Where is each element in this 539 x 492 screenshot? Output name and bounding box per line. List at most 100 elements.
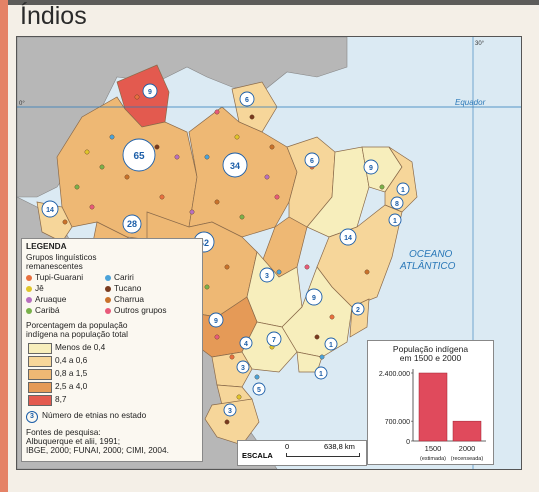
ethnic-count-number: 5 bbox=[257, 387, 261, 394]
class-label-2: 0,4 a 0,6 bbox=[55, 355, 88, 365]
ocean-label-line1: OCEANO bbox=[409, 249, 453, 260]
group-cariri: Cariri bbox=[105, 272, 134, 283]
group-label: Tucano bbox=[114, 283, 142, 293]
ethnic-count-circle: 28 bbox=[122, 214, 142, 234]
ethnic-count-number: 6 bbox=[310, 158, 314, 165]
settlement-dot bbox=[229, 354, 235, 360]
cariri-dot bbox=[105, 274, 111, 281]
circle-symbol: 3 bbox=[26, 411, 38, 423]
ethnic-count-number: 3 bbox=[228, 408, 232, 415]
page-edge-decoration bbox=[0, 0, 8, 492]
group-aruaque: Aruaque bbox=[26, 294, 66, 305]
scale-end: 638,8 km bbox=[324, 442, 355, 451]
ethnic-count-number: 4 bbox=[244, 341, 248, 348]
settlement-dot bbox=[274, 194, 280, 200]
settlement-dot bbox=[174, 154, 180, 160]
settlement-dot bbox=[189, 209, 195, 215]
ethnic-count-number: 65 bbox=[133, 151, 145, 162]
group-label: Jê bbox=[35, 283, 44, 293]
ethnic-count-circle-shape bbox=[324, 337, 338, 351]
ethnic-count-circle-shape bbox=[122, 214, 142, 234]
ethnic-count-number: 14 bbox=[46, 207, 54, 214]
ethnic-count-number: 1 bbox=[393, 218, 397, 225]
ethnic-count-circle-shape bbox=[223, 403, 237, 417]
ethnic-count-circle: 7 bbox=[266, 331, 282, 347]
ethnic-count-circle: 5 bbox=[252, 382, 266, 396]
bar-2000 bbox=[452, 420, 482, 442]
charrua-dot bbox=[105, 296, 111, 303]
ethnic-count-circle: 3 bbox=[236, 360, 250, 374]
ethnic-count-circle-shape bbox=[388, 213, 402, 227]
ethnic-count-circle: 1 bbox=[314, 366, 328, 380]
group-label: Tupi-Guarani bbox=[35, 272, 84, 282]
settlement-dot bbox=[319, 354, 325, 360]
cariba-dot bbox=[26, 307, 32, 314]
ethnic-count-circle: 34 bbox=[222, 152, 248, 178]
outros-dot bbox=[105, 307, 111, 314]
settlement-dot bbox=[124, 174, 130, 180]
ethnic-count-circle: 4 bbox=[239, 336, 253, 350]
circle-legend-label: Número de etnias no estado bbox=[42, 410, 147, 420]
settlement-dot bbox=[84, 149, 90, 155]
settlement-dot bbox=[239, 214, 245, 220]
settlement-dot bbox=[224, 264, 230, 270]
ethnic-count-number: 6 bbox=[245, 97, 249, 104]
class-swatch-3 bbox=[28, 369, 52, 380]
group-label: Outros grupos bbox=[114, 305, 167, 315]
ethnic-count-circle: 14 bbox=[41, 200, 59, 218]
neighbor-country bbox=[17, 37, 348, 198]
meridian-label: 30° bbox=[475, 41, 485, 47]
ethnic-count-number: 8 bbox=[395, 201, 399, 208]
sources-line1: Fontes de pesquisa: bbox=[26, 427, 101, 437]
ethnic-count-circle: 65 bbox=[122, 138, 156, 172]
y-tick-label: 0 bbox=[406, 439, 410, 446]
settlement-dot bbox=[314, 334, 320, 340]
ethnic-count-number: 3 bbox=[241, 365, 245, 372]
chart-title-line2: em 1500 e 2000 bbox=[399, 353, 462, 363]
class-label-4: 2,5 a 4,0 bbox=[55, 381, 88, 391]
x-tick-note: (estimada) bbox=[420, 456, 446, 462]
page-title: Índios bbox=[20, 2, 87, 30]
settlement-dot bbox=[269, 144, 275, 150]
settlement-dot bbox=[329, 314, 335, 320]
parallel-label: 0° bbox=[19, 101, 25, 107]
settlement-dot bbox=[134, 94, 140, 100]
equator-label: Equador bbox=[455, 98, 486, 107]
pct-title-line2: indígena na população total bbox=[26, 329, 128, 339]
circle-legend: 3 Número de etnias no estado bbox=[26, 410, 147, 423]
settlement-dot bbox=[214, 334, 220, 340]
ethnic-count-circle: 2 bbox=[351, 302, 365, 316]
ethnic-count-circle-shape bbox=[41, 200, 59, 218]
tupi-guarani-dot bbox=[26, 274, 32, 281]
ethnic-count-circle: 8 bbox=[390, 196, 404, 210]
ethnic-count-circle-shape bbox=[222, 152, 248, 178]
ethnic-count-circle-shape bbox=[314, 366, 328, 380]
ethnic-count-circle-shape bbox=[142, 83, 158, 99]
ethnic-count-circle-shape bbox=[259, 267, 275, 283]
sources-line3: IBGE, 2000; FUNAI, 2000; CIMI, 2004. bbox=[26, 445, 169, 455]
settlement-dot bbox=[249, 114, 255, 120]
ethnic-count-number: 2 bbox=[356, 307, 360, 314]
tucano-dot bbox=[105, 285, 111, 292]
ethnic-count-circle-shape bbox=[236, 360, 250, 374]
settlement-dot bbox=[204, 154, 210, 160]
group-label: Cariri bbox=[114, 272, 134, 282]
group-je: Jê bbox=[26, 283, 44, 294]
ethnic-count-number: 1 bbox=[329, 342, 333, 349]
pct-title-line1: Porcentagem da população bbox=[26, 320, 128, 330]
group-cariba: Caribá bbox=[26, 305, 59, 316]
settlement-dot bbox=[364, 269, 370, 275]
settlement-dot bbox=[214, 109, 220, 115]
settlement-dot bbox=[62, 219, 68, 225]
settlement-dot bbox=[74, 184, 80, 190]
x-tick-label: 2000 bbox=[459, 444, 476, 453]
ethnic-count-circle: 9 bbox=[305, 288, 323, 306]
ocean-label-line2: ATLÂNTICO bbox=[399, 259, 456, 272]
ethnic-count-circle: 9 bbox=[208, 312, 224, 328]
chart-plot: 2.400.000 700.000 0 1500 (estimada) 2000 (rece… bbox=[379, 369, 486, 462]
ethnic-count-circle: 14 bbox=[339, 228, 357, 246]
ethnic-count-circle-shape bbox=[208, 312, 224, 328]
ethnic-count-circle-shape bbox=[239, 336, 253, 350]
bar-1500 bbox=[418, 372, 448, 442]
